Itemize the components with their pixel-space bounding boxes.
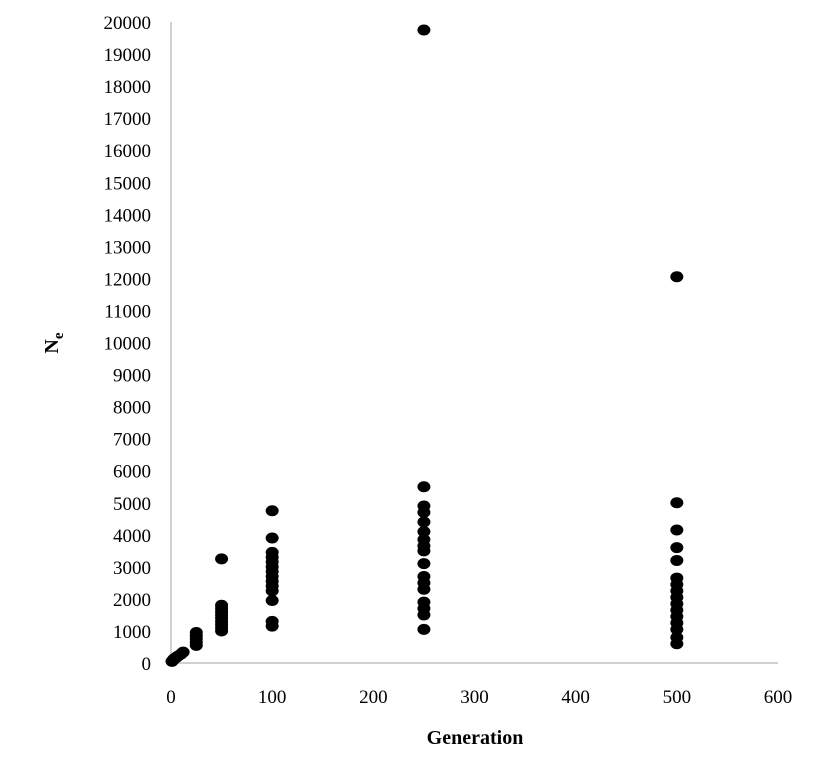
x-tick-label: 200 bbox=[359, 687, 388, 708]
x-tick-label: 500 bbox=[663, 687, 692, 708]
data-point bbox=[265, 615, 279, 627]
x-tick-label: 400 bbox=[561, 687, 590, 708]
data-point bbox=[417, 596, 431, 608]
x-tick-label: 100 bbox=[258, 687, 287, 708]
data-point bbox=[670, 554, 684, 566]
data-point bbox=[417, 623, 431, 635]
y-tick-label: 1000 bbox=[113, 622, 151, 643]
y-tick-label: 10000 bbox=[104, 334, 152, 355]
y-tick-label: 7000 bbox=[113, 430, 151, 451]
x-tick-label: 300 bbox=[460, 687, 489, 708]
data-point bbox=[670, 524, 684, 536]
data-point bbox=[417, 481, 431, 493]
data-point bbox=[670, 271, 684, 283]
y-tick-label: 17000 bbox=[104, 109, 152, 130]
y-axis-title: Ne bbox=[41, 332, 67, 353]
y-tick-label: 4000 bbox=[113, 526, 151, 547]
y-axis-title-main: N bbox=[41, 339, 63, 354]
y-tick-label: 0 bbox=[142, 654, 152, 675]
data-point bbox=[670, 497, 684, 509]
y-tick-label: 2000 bbox=[113, 590, 151, 611]
x-tick-labels: 0 100 200 300 400 500 600 bbox=[166, 687, 792, 708]
data-point bbox=[265, 546, 279, 558]
y-tick-label: 14000 bbox=[104, 205, 152, 226]
y-tick-label: 3000 bbox=[113, 558, 151, 579]
data-point bbox=[417, 534, 431, 546]
data-point bbox=[265, 505, 279, 517]
y-tick-label: 13000 bbox=[104, 237, 152, 258]
x-axis-title: Generation bbox=[427, 727, 524, 749]
data-point bbox=[417, 570, 431, 582]
y-tick-labels: 0 1000 2000 3000 4000 5000 6000 7000 8000 9000 100… bbox=[104, 13, 152, 675]
data-point bbox=[670, 542, 684, 554]
y-tick-label: 20000 bbox=[104, 13, 152, 34]
data-point bbox=[176, 646, 190, 658]
data-point bbox=[265, 595, 279, 607]
y-tick-label: 16000 bbox=[104, 141, 152, 162]
data-point bbox=[417, 526, 431, 538]
data-point bbox=[417, 558, 431, 570]
y-tick-label: 11000 bbox=[104, 301, 151, 322]
x-tick-label: 0 bbox=[166, 687, 176, 708]
y-tick-label: 6000 bbox=[113, 462, 151, 483]
y-tick-label: 5000 bbox=[113, 494, 151, 515]
axes bbox=[170, 22, 778, 664]
data-point bbox=[215, 599, 229, 611]
data-points bbox=[165, 24, 684, 667]
y-tick-label: 9000 bbox=[113, 366, 151, 387]
y-tick-label: 19000 bbox=[104, 45, 152, 66]
data-point bbox=[215, 553, 229, 565]
y-tick-label: 8000 bbox=[113, 398, 151, 419]
data-point bbox=[670, 631, 684, 643]
x-tick-label: 600 bbox=[764, 687, 793, 708]
data-point bbox=[417, 516, 431, 528]
data-point bbox=[670, 572, 684, 584]
y-axis-title-subscript: e bbox=[51, 332, 67, 339]
data-point bbox=[189, 627, 203, 639]
data-point bbox=[265, 532, 279, 544]
y-tick-label: 15000 bbox=[104, 173, 152, 194]
data-point bbox=[417, 500, 431, 512]
y-tick-label: 12000 bbox=[104, 269, 152, 290]
data-point bbox=[417, 24, 431, 36]
y-tick-label: 18000 bbox=[104, 77, 152, 98]
